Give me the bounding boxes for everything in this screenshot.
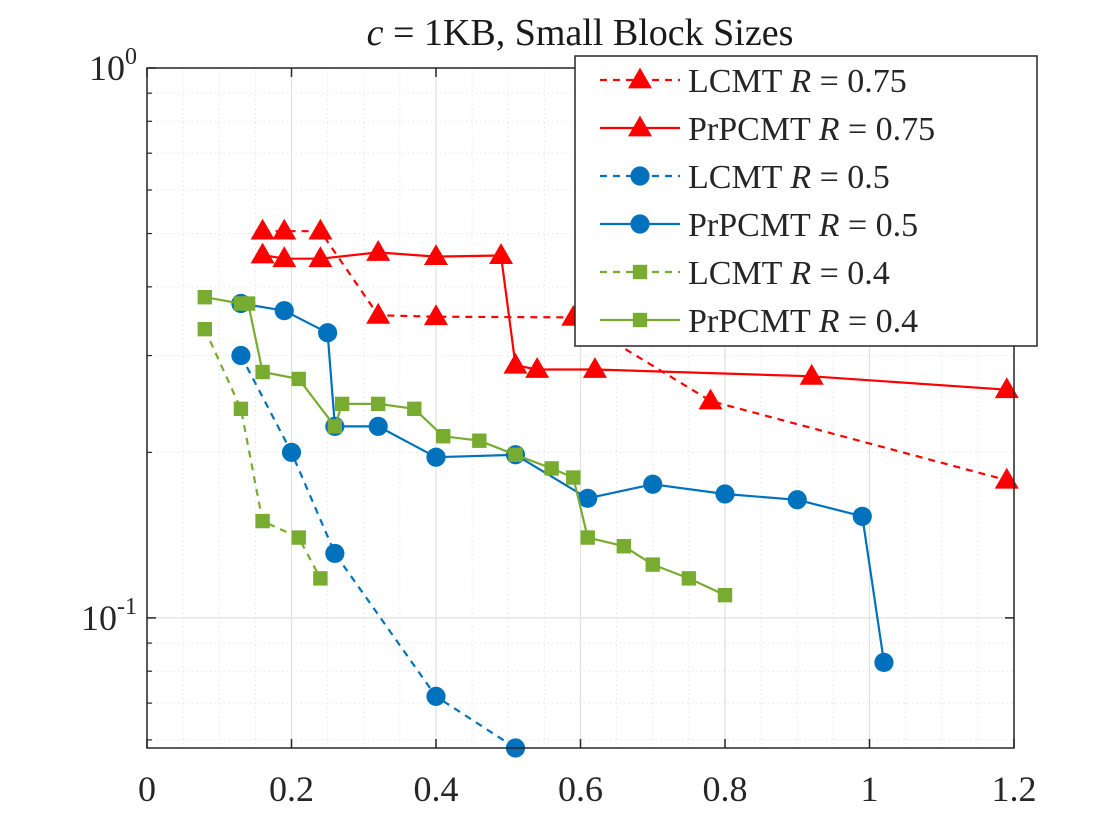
legend-marker — [632, 312, 648, 328]
data-point-lcmt-04 — [233, 401, 249, 417]
data-point-prpcmt-075 — [525, 357, 550, 378]
data-point-lcmt-05 — [281, 442, 302, 462]
legend-marker — [630, 214, 650, 234]
x-tick-label: 1.2 — [992, 769, 1037, 809]
data-point-lcmt-05 — [426, 686, 446, 706]
data-point-prpcmt-05 — [318, 323, 338, 343]
data-point-prpcmt-05 — [852, 506, 872, 526]
legend-marker — [630, 166, 650, 186]
data-point-prpcmt-075 — [503, 352, 528, 374]
legend-entry-lcmt-075: LCMT R = 0.75 — [600, 63, 907, 100]
data-point-lcmt-05 — [325, 543, 345, 564]
data-point-lcmt-075 — [698, 388, 723, 410]
x-tick-label: 0.2 — [269, 769, 314, 809]
chart-title: c = 1KB, Small Block Sizes — [367, 12, 794, 54]
data-point-prpcmt-04 — [616, 539, 632, 554]
data-point-lcmt-04 — [255, 513, 270, 529]
data-point-prpcmt-075 — [272, 246, 297, 268]
data-point-lcmt-04 — [313, 571, 328, 586]
legend-label: PrPCMT R = 0.5 — [688, 207, 918, 244]
data-point-prpcmt-075 — [489, 243, 514, 264]
data-point-prpcmt-075 — [994, 377, 1019, 399]
legend-marker — [632, 264, 648, 280]
data-point-prpcmt-04 — [681, 571, 697, 586]
data-point-prpcmt-05 — [426, 447, 446, 467]
series-prpcmt-075 — [250, 240, 1019, 399]
legend-label: LCMT R = 0.4 — [688, 255, 890, 292]
data-point-lcmt-075 — [272, 218, 297, 240]
data-point-lcmt-075 — [308, 218, 333, 240]
data-point-prpcmt-04 — [327, 419, 343, 434]
x-tick-label: 1 — [861, 769, 879, 809]
data-point-prpcmt-04 — [544, 461, 559, 476]
series-prpcmt-04 — [197, 290, 733, 603]
data-point-lcmt-04 — [291, 530, 306, 545]
axes: 0 0.2 0.4 0.6 0.8 1 1.2 100 10-1 — [81, 44, 1037, 809]
legend-label: LCMT R = 0.75 — [688, 63, 907, 100]
legend-entry-prpcmt-075: PrPCMT R = 0.75 — [600, 111, 935, 148]
legend: LCMT R = 0.75 PrPCMT R = 0.75 LCMT R = 0.5… — [574, 55, 1038, 347]
series-lcmt-04 — [197, 321, 328, 586]
data-point-prpcmt-04 — [240, 296, 256, 311]
data-point-prpcmt-075 — [308, 246, 333, 268]
data-point-prpcmt-04 — [255, 364, 270, 380]
data-point-prpcmt-04 — [334, 396, 350, 412]
legend-box — [574, 55, 1038, 347]
data-point-prpcmt-04 — [717, 587, 733, 603]
title-text: = 1KB, Small Block Sizes — [384, 12, 794, 54]
data-point-prpcmt-04 — [371, 396, 386, 412]
legend-entry-prpcmt-05: PrPCMT R = 0.5 — [600, 207, 918, 244]
data-point-prpcmt-05 — [787, 490, 807, 510]
data-point-prpcmt-04 — [566, 470, 581, 485]
legend-marker — [628, 67, 652, 89]
data-point-prpcmt-05 — [643, 474, 663, 494]
y-tick-label: 100 — [89, 44, 137, 88]
data-point-prpcmt-075 — [366, 240, 391, 261]
data-point-lcmt-05 — [231, 345, 251, 366]
legend-entry-lcmt-05: LCMT R = 0.5 — [600, 159, 890, 196]
x-tick-label: 0.8 — [703, 769, 748, 809]
data-point-lcmt-075 — [366, 302, 391, 324]
data-point-lcmt-075 — [424, 304, 448, 326]
legend-entry-lcmt-04: LCMT R = 0.4 — [600, 255, 890, 292]
x-tick-label: 0.4 — [414, 769, 459, 809]
data-point-prpcmt-075 — [424, 244, 448, 265]
legend-label: PrPCMT R = 0.75 — [688, 111, 935, 148]
data-point-prpcmt-05 — [368, 416, 388, 436]
data-point-lcmt-075 — [250, 218, 275, 240]
legend-marker — [628, 115, 652, 137]
series-layer — [197, 218, 1019, 758]
data-point-prpcmt-075 — [582, 357, 607, 378]
legend-label: LCMT R = 0.5 — [688, 159, 890, 196]
legend-entry-prpcmt-04: PrPCMT R = 0.4 — [600, 303, 918, 340]
data-point-prpcmt-04 — [197, 290, 212, 305]
data-point-prpcmt-04 — [472, 433, 487, 448]
data-point-prpcmt-04 — [645, 557, 660, 572]
title-variable: c — [367, 12, 384, 54]
data-point-prpcmt-075 — [799, 363, 824, 385]
data-point-prpcmt-05 — [578, 488, 598, 508]
data-point-lcmt-075 — [994, 467, 1019, 489]
data-point-prpcmt-075 — [250, 242, 275, 264]
x-tick-label: 0.6 — [558, 769, 603, 809]
legend-label: PrPCMT R = 0.4 — [688, 303, 918, 340]
x-tick-label: 0 — [138, 769, 156, 809]
data-point-prpcmt-04 — [508, 447, 523, 462]
series-lcmt-075 — [250, 218, 1019, 489]
data-point-prpcmt-04 — [291, 371, 306, 387]
data-point-prpcmt-04 — [580, 530, 595, 545]
data-point-prpcmt-05 — [274, 301, 294, 321]
data-point-lcmt-04 — [197, 321, 212, 337]
y-tick-label: 10-1 — [81, 594, 137, 638]
data-point-prpcmt-04 — [407, 401, 422, 417]
data-point-prpcmt-04 — [436, 429, 451, 444]
data-point-prpcmt-05 — [874, 652, 894, 673]
data-point-prpcmt-05 — [715, 484, 735, 504]
